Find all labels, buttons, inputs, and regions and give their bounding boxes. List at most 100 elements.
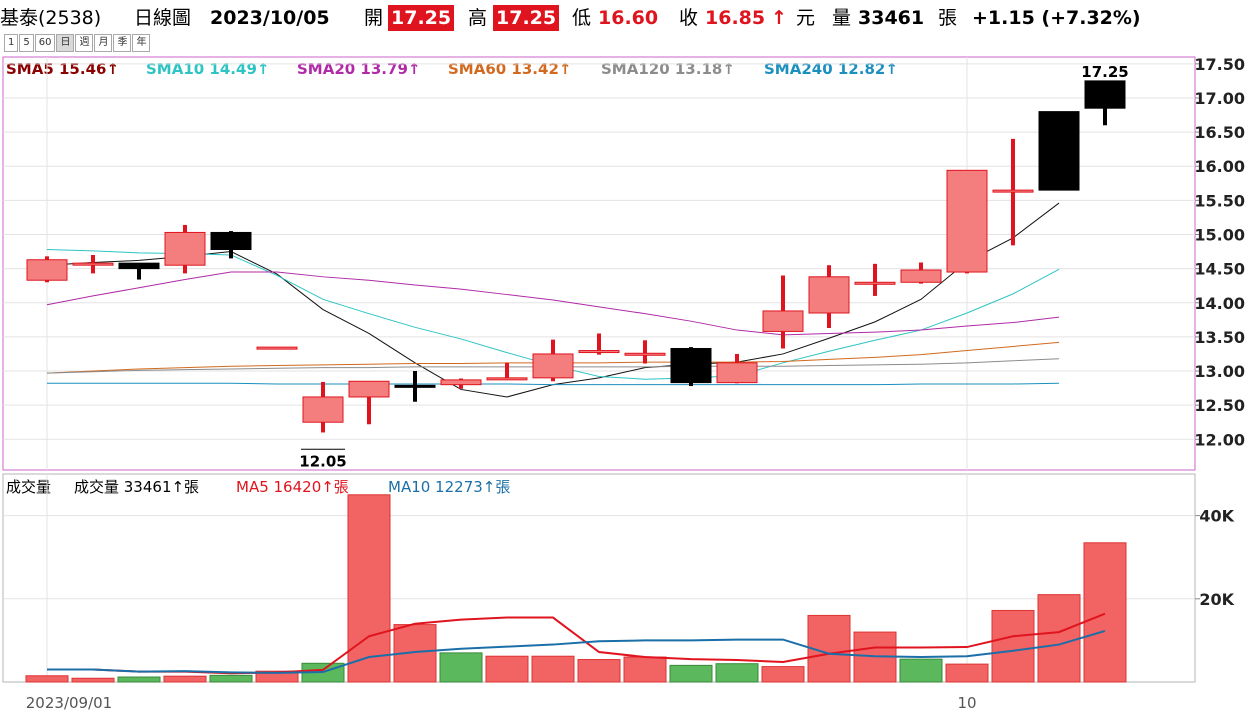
price-legend-item: SMA20 13.79↑: [297, 60, 421, 78]
candle-body: [762, 310, 804, 332]
volume-bar: [761, 666, 805, 683]
candle-body: [808, 276, 850, 314]
volume-legend-item: MA5 16420↑張: [236, 478, 349, 496]
high-label: 高: [468, 7, 488, 29]
up-arrow-icon: ↑: [771, 7, 787, 29]
stock-name: 基泰(2538): [0, 7, 102, 29]
volume-label: 量: [832, 7, 852, 29]
candle-body: [624, 352, 666, 356]
period-button-2[interactable]: 60: [34, 34, 56, 52]
x-axis-label-start: 2023/09/01: [26, 694, 112, 710]
volume-bar: [71, 677, 115, 683]
price-tick-label: 15.00: [1194, 225, 1245, 244]
volume-bar: [991, 609, 1035, 683]
candle-body: [578, 350, 620, 354]
price-tick-label: 15.50: [1194, 191, 1245, 210]
volume-bar: [623, 656, 667, 683]
volume-unit: 張: [938, 7, 958, 29]
sma-line-sma20: [46, 271, 1060, 336]
price-tick-label: 14.50: [1194, 260, 1245, 279]
quote-date: 2023/10/05: [210, 7, 330, 29]
sma-line-sma60: [46, 341, 1060, 374]
volume-bar: [945, 663, 989, 683]
volume-bar: [163, 675, 207, 683]
sma-line-sma5: [46, 202, 1060, 398]
period-button-6[interactable]: 季: [113, 34, 132, 52]
candle-body: [854, 281, 896, 285]
price-tick-label: 13.00: [1194, 362, 1245, 381]
price-legend-item: SMA240 12.82↑: [764, 60, 898, 78]
price-tick-label: 16.50: [1194, 123, 1245, 142]
volume-bar: [485, 655, 529, 683]
volume-bar: [209, 674, 253, 683]
candle-body: [72, 262, 114, 266]
low-label: 低: [572, 7, 592, 29]
volume-bar: [715, 663, 759, 683]
candle-body: [348, 380, 390, 398]
x-axis-label-month: 10: [957, 694, 976, 710]
candle-body: [164, 231, 206, 266]
volume-legend-item: 成交量 33461↑張: [74, 478, 200, 496]
sma-line-sma120: [46, 358, 1060, 374]
volume-bar: [577, 659, 621, 683]
volume-ma5-line: [47, 612, 1106, 675]
volume-bar: [669, 664, 713, 683]
volume-bar: [807, 614, 851, 683]
period-selector: 1 5 60 日週月季年: [4, 34, 151, 52]
price-tick-label: 13.50: [1194, 328, 1245, 347]
volume-panel-frame: [2, 473, 1196, 683]
low-annotation: 12.05: [299, 452, 346, 470]
volume-bar: [117, 676, 161, 683]
candle-body: [210, 231, 252, 251]
volume-bar: [393, 624, 437, 683]
price-legend-item: SMA10 14.49↑: [146, 60, 270, 78]
period-button-0[interactable]: 1: [4, 34, 19, 52]
candle-body: [118, 262, 160, 270]
candle-body: [532, 353, 574, 379]
volume-tick-label: 40K: [1199, 507, 1234, 526]
candle-body: [256, 346, 298, 350]
candle-body: [302, 396, 344, 423]
volume-ma10-line: [47, 629, 1106, 674]
candle-body: [486, 377, 528, 381]
price-legend-item: SMA120 13.18↑: [601, 60, 735, 78]
volume-bar: [899, 658, 943, 683]
open-value: 17.25: [388, 5, 455, 31]
volume-bar: [301, 662, 345, 683]
period-button-1[interactable]: 5: [19, 34, 34, 52]
candle-body: [440, 379, 482, 386]
price-tick-label: 17.00: [1194, 89, 1245, 108]
price-legend-item: SMA5 15.46↑: [6, 60, 120, 78]
period-button-7[interactable]: 年: [132, 34, 151, 52]
candle-body: [1038, 111, 1080, 191]
close-label: 收: [679, 7, 699, 29]
candle-body: [992, 189, 1034, 193]
price-unit: 元: [796, 7, 816, 29]
volume-bar: [853, 631, 897, 683]
sma-line-sma10: [46, 249, 1060, 380]
price-panel-frame: [2, 56, 1196, 471]
close-value: 16.85: [705, 7, 766, 29]
candle-body: [900, 269, 942, 283]
volume-bar: [25, 675, 69, 683]
volume-legend-item: 成交量: [6, 478, 52, 496]
volume-bar: [1037, 594, 1081, 683]
candle-body: [670, 347, 712, 384]
sma-line-sma240: [47, 382, 1060, 386]
volume-legend-item: MA10 12273↑張: [388, 478, 511, 496]
price-tick-label: 12.50: [1194, 396, 1245, 415]
price-tick-label: 14.00: [1194, 294, 1245, 313]
low-value: 16.60: [598, 7, 659, 29]
period-button-4[interactable]: 週: [75, 34, 94, 52]
candle-body: [716, 362, 758, 384]
volume-bar: [347, 494, 391, 683]
price-tick-label: 16.00: [1194, 157, 1245, 176]
volume-bar: [531, 655, 575, 683]
price-change: +1.15 (+7.32%): [972, 7, 1141, 29]
volume-bar: [1083, 542, 1127, 683]
period-button-3[interactable]: 日: [56, 34, 75, 52]
period-button-5[interactable]: 月: [94, 34, 113, 52]
candle-body: [946, 169, 988, 273]
candle-body: [1084, 80, 1126, 109]
